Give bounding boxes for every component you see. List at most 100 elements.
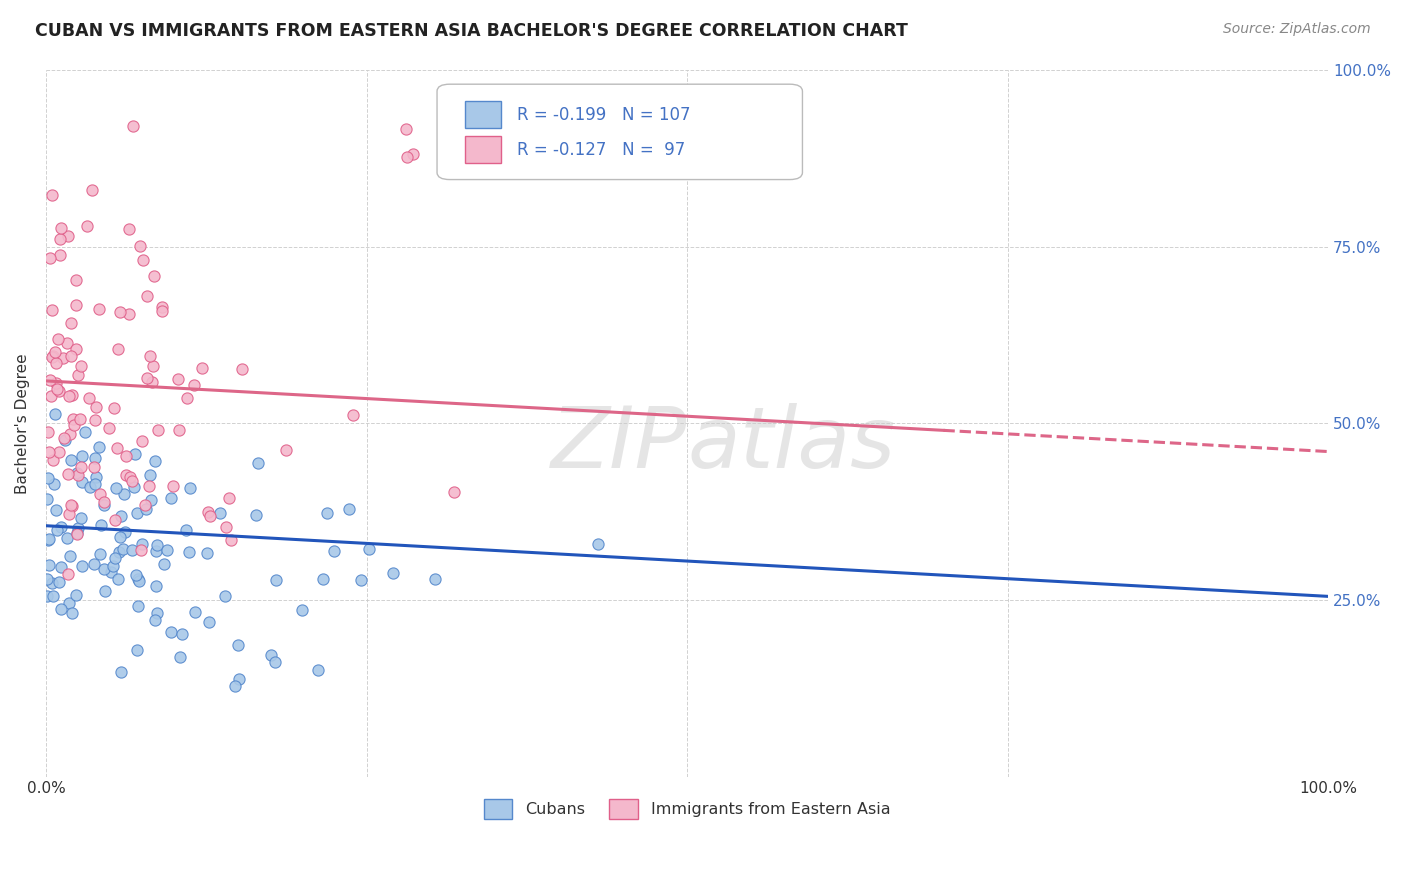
Point: [46, 332, 69, 346]
Point: [107, 343, 129, 357]
Point: [150, 304, 173, 318]
Point: [307, 663, 329, 677]
Point: [62, 418, 84, 433]
Point: [150, 300, 173, 314]
Point: [176, 392, 198, 406]
Point: [224, 679, 246, 693]
Point: [51, 221, 73, 235]
Point: [56, 336, 79, 351]
Point: [45, 382, 67, 396]
Point: [59, 549, 82, 564]
Text: R = -0.127   N =  97: R = -0.127 N = 97: [516, 141, 685, 159]
Point: [291, 603, 314, 617]
Point: [214, 590, 236, 604]
Point: [53, 431, 76, 445]
Point: [586, 537, 609, 551]
Point: [260, 648, 283, 662]
Point: [174, 523, 197, 537]
Point: [79, 391, 101, 405]
Point: [37, 492, 59, 507]
Point: [38, 444, 60, 458]
Point: [83, 476, 105, 491]
Point: [94, 583, 117, 598]
Point: [41, 188, 63, 202]
Point: [37, 425, 59, 439]
Point: [59, 349, 82, 363]
Point: [316, 506, 339, 520]
Point: [145, 579, 167, 593]
Point: [323, 544, 346, 558]
Point: [167, 423, 190, 437]
Point: [350, 573, 373, 587]
Point: [110, 530, 132, 544]
Point: [80, 183, 103, 197]
Point: [107, 545, 129, 559]
Point: [215, 520, 238, 534]
Point: [132, 252, 155, 267]
Point: [41, 389, 63, 403]
Point: [219, 533, 242, 547]
Point: [44, 407, 66, 421]
Point: [84, 413, 107, 427]
Point: [60, 606, 83, 620]
Point: [60, 452, 83, 467]
Point: [118, 307, 141, 321]
Point: [142, 359, 165, 373]
Point: [136, 370, 159, 384]
Point: [139, 492, 162, 507]
Point: [52, 351, 75, 365]
Point: [179, 544, 201, 558]
Point: [101, 558, 124, 573]
Text: atlas: atlas: [688, 403, 896, 486]
Point: [263, 655, 285, 669]
Legend: Cubans, Immigrants from Eastern Asia: Cubans, Immigrants from Eastern Asia: [478, 793, 897, 825]
Point: [89, 487, 111, 501]
Point: [108, 305, 131, 319]
Point: [127, 599, 149, 614]
Bar: [465, 101, 501, 128]
Point: [138, 479, 160, 493]
Point: [45, 356, 67, 370]
Text: Source: ZipAtlas.com: Source: ZipAtlas.com: [1223, 22, 1371, 37]
Point: [49, 520, 72, 534]
Point: [136, 289, 159, 303]
Point: [45, 376, 67, 390]
Point: [49, 248, 72, 262]
Point: [228, 673, 250, 687]
Point: [93, 562, 115, 576]
Point: [56, 567, 79, 582]
Point: [58, 507, 80, 521]
Point: [62, 499, 84, 513]
Point: [46, 523, 69, 537]
Point: [93, 495, 115, 509]
Point: [112, 487, 135, 501]
Point: [41, 303, 63, 318]
Point: [146, 423, 169, 437]
Point: [143, 613, 166, 627]
Point: [70, 359, 93, 373]
Point: [59, 316, 82, 330]
Point: [65, 273, 87, 287]
Point: [125, 506, 148, 520]
Text: CUBAN VS IMMIGRANTS FROM EASTERN ASIA BACHELOR'S DEGREE CORRELATION CHART: CUBAN VS IMMIGRANTS FROM EASTERN ASIA BA…: [35, 22, 908, 40]
Point: [198, 615, 221, 630]
Point: [67, 467, 90, 482]
Point: [60, 498, 83, 512]
Point: [45, 503, 67, 517]
Point: [134, 498, 156, 512]
Point: [276, 442, 298, 457]
Point: [125, 568, 148, 582]
Point: [83, 459, 105, 474]
Point: [48, 445, 70, 459]
Point: [38, 374, 60, 388]
Point: [131, 537, 153, 551]
Point: [247, 456, 270, 470]
Point: [86, 470, 108, 484]
Point: [156, 542, 179, 557]
Point: [162, 479, 184, 493]
Point: [141, 376, 163, 390]
Point: [114, 524, 136, 539]
Point: [197, 505, 219, 519]
Point: [125, 643, 148, 657]
Point: [49, 559, 72, 574]
